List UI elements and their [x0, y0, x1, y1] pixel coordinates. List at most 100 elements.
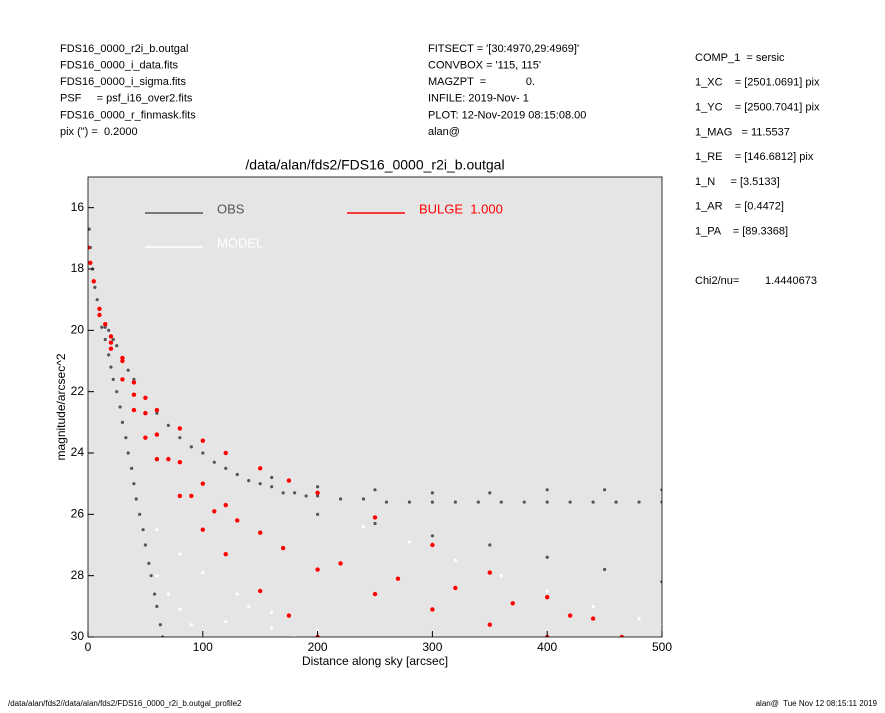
point	[430, 542, 435, 548]
point	[280, 545, 286, 551]
point	[108, 346, 114, 351]
point	[235, 518, 240, 523]
point	[147, 561, 151, 566]
point	[603, 567, 607, 572]
point	[109, 365, 113, 369]
point	[88, 260, 93, 266]
point	[453, 558, 457, 562]
point	[120, 420, 125, 424]
point	[476, 500, 480, 504]
point	[384, 500, 389, 504]
header-left: FDS16_0000_r2i_b.outgal	[60, 43, 188, 55]
point	[107, 353, 111, 357]
legend-label: BULGE 1.000	[419, 201, 503, 216]
point	[430, 607, 435, 612]
point	[270, 475, 274, 480]
footer-right: alan@ Tue Nov 12 08:15:11 2019	[756, 699, 878, 708]
point	[115, 344, 119, 348]
x-tick-label: 0	[85, 640, 92, 654]
point	[166, 423, 170, 427]
header-left: FDS16_0000_r_finmask.fits	[60, 109, 196, 121]
y-tick-label: 18	[71, 261, 85, 275]
header-right: 1_N = [3.5133]	[695, 176, 780, 188]
point	[258, 530, 263, 535]
point	[361, 497, 366, 501]
point	[258, 588, 263, 594]
point	[453, 500, 457, 504]
points	[88, 227, 662, 637]
point	[155, 528, 159, 532]
point	[361, 525, 366, 529]
point	[270, 610, 274, 615]
y-tick-label: 30	[71, 629, 85, 643]
header-right: 1_RE = [146.6812] pix	[695, 151, 814, 163]
point	[316, 485, 320, 489]
y-tick-label: 24	[71, 445, 85, 459]
point	[88, 245, 91, 250]
point	[154, 432, 160, 437]
point	[568, 500, 572, 504]
header-right: 1_XC = [2501.0691] pix	[695, 77, 820, 89]
x-tick-label: 500	[652, 640, 672, 654]
point	[488, 543, 492, 547]
point	[108, 334, 114, 339]
point	[131, 380, 137, 385]
y-tick-label: 22	[71, 384, 85, 398]
header-right: 1_AR = [0.4472]	[695, 201, 784, 213]
header-mid: PLOT: 12-Nov-2019 08:15:08.00	[428, 109, 586, 121]
chi-label: Chi2/nu=	[695, 275, 739, 287]
point	[487, 622, 492, 627]
point	[224, 466, 228, 470]
point	[223, 552, 228, 557]
point	[143, 410, 148, 416]
point	[270, 626, 274, 630]
point	[103, 322, 108, 327]
point	[545, 555, 549, 559]
point	[430, 500, 434, 504]
point	[155, 604, 159, 608]
point	[338, 497, 343, 501]
point	[499, 574, 503, 578]
point	[134, 497, 138, 501]
point	[614, 500, 618, 504]
point	[111, 377, 115, 381]
point	[103, 337, 107, 342]
point	[91, 279, 96, 284]
point	[201, 451, 205, 455]
point	[316, 494, 320, 498]
point	[637, 617, 641, 621]
point	[545, 594, 550, 600]
point	[373, 521, 377, 526]
point	[223, 450, 228, 456]
point	[189, 623, 193, 627]
point	[132, 482, 136, 486]
point	[224, 620, 228, 624]
header-mid: alan@	[428, 126, 460, 138]
point	[97, 306, 102, 312]
legend-label: OBS	[217, 201, 245, 216]
chart-title: /data/alan/fds2/FDS16_0000_r2i_b.outgal	[245, 157, 504, 173]
point	[131, 392, 137, 397]
point	[316, 629, 320, 633]
y-tick-label: 26	[71, 507, 85, 521]
header-mid: INFILE: 2019-Nov- 1	[428, 93, 529, 105]
point	[200, 527, 205, 532]
point	[315, 567, 320, 572]
point	[286, 478, 292, 483]
point	[522, 500, 526, 504]
point	[591, 500, 595, 504]
point	[258, 466, 263, 471]
point	[487, 570, 492, 575]
point	[177, 493, 183, 499]
point	[372, 591, 378, 597]
point	[235, 472, 239, 477]
point	[545, 488, 549, 492]
x-axis-label: Distance along sky [arcsec]	[302, 654, 448, 668]
point	[201, 571, 205, 575]
point	[223, 502, 228, 508]
point	[270, 485, 274, 489]
point	[166, 456, 171, 462]
point	[373, 488, 377, 492]
point	[293, 491, 297, 495]
y-tick-label: 20	[71, 323, 85, 337]
